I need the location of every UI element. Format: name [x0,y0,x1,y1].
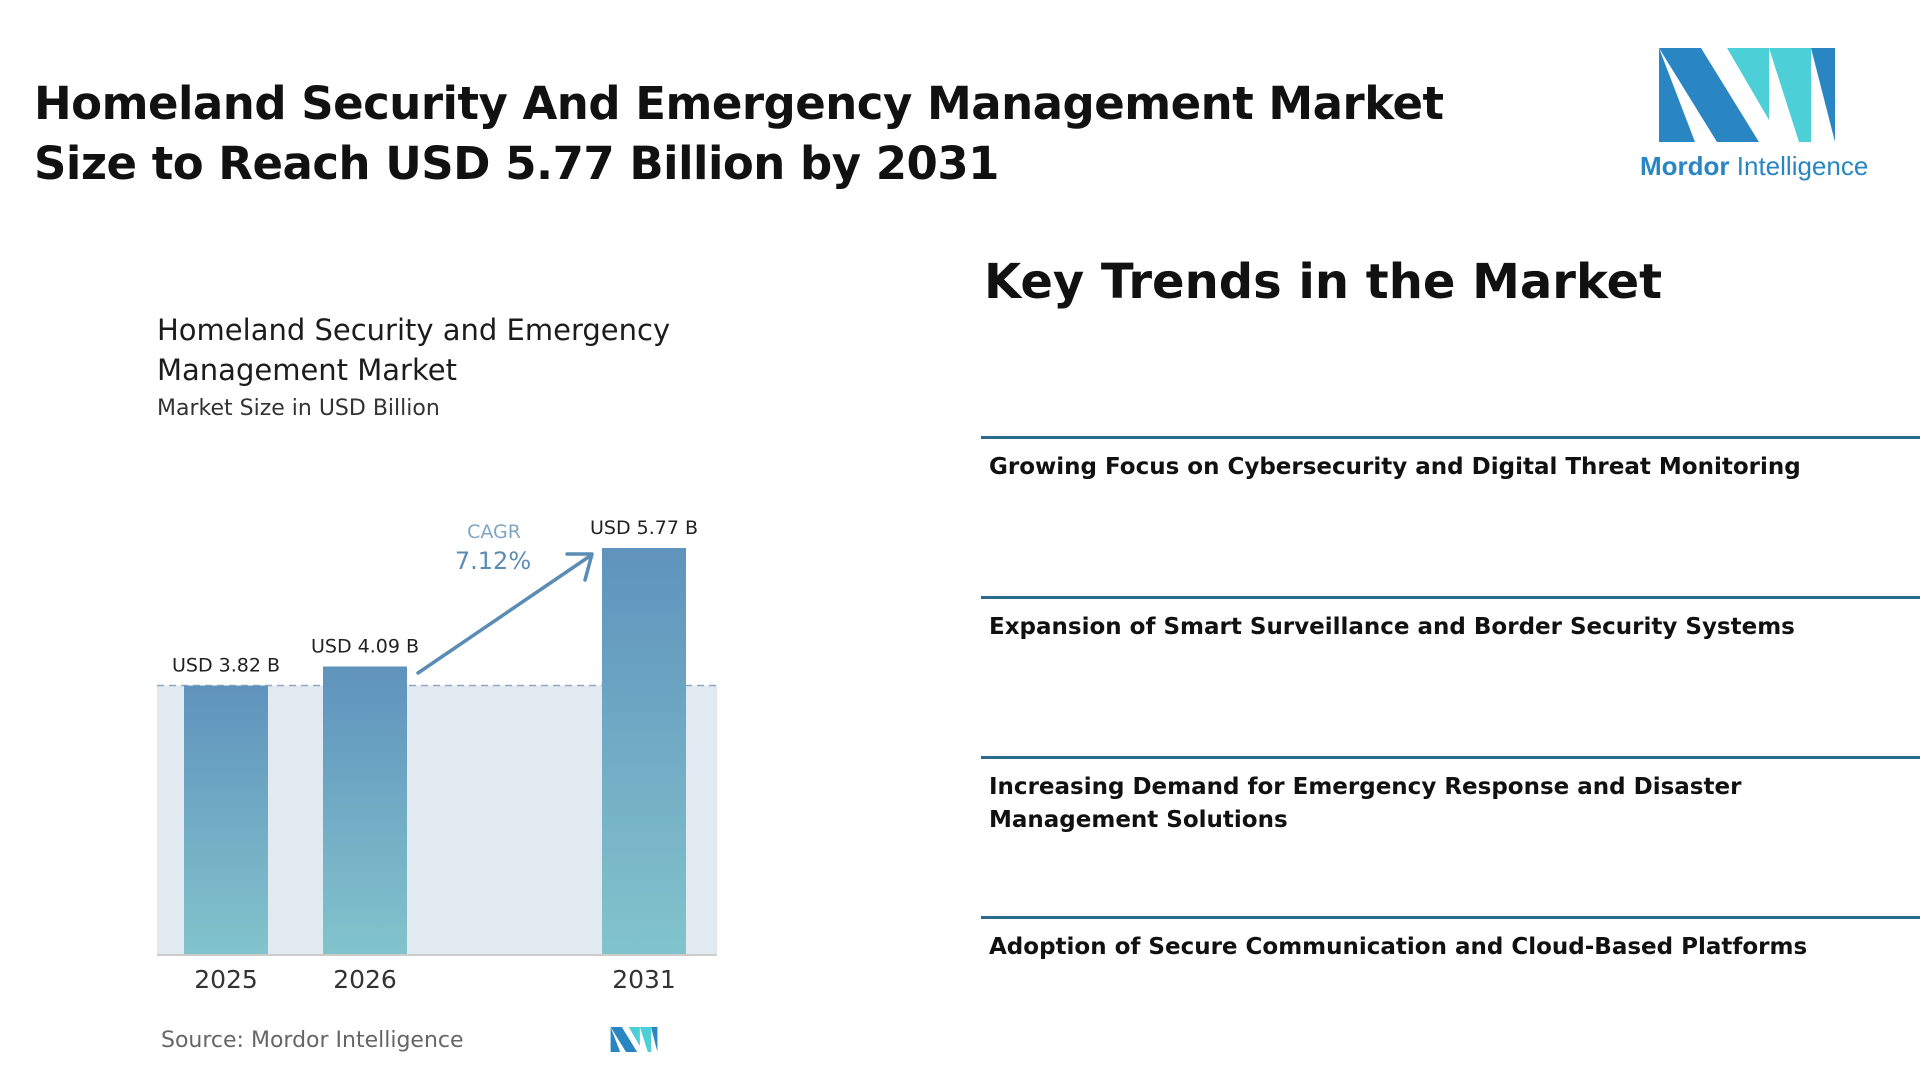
chart-subtitle: Market Size in USD Billion [157,396,440,421]
brand-wordmark: Mordor Intelligence [1640,151,1868,182]
source-logo-icon [610,1027,658,1052]
trend-label: Adoption of Secure Communication and Clo… [989,934,1808,960]
bar-2031 [602,548,686,955]
bar-2025 [184,685,268,955]
x-tick-label: 2026 [333,965,397,994]
x-tick-label: 2031 [612,965,676,994]
trend-item: Adoption of Secure Communication and Clo… [981,916,1920,1076]
trends-title: Key Trends in the Market [984,254,1663,310]
trend-item: Expansion of Smart Surveillance and Bord… [981,596,1920,756]
mordor-logo-icon [1659,48,1835,142]
cagr-label: CAGR [467,521,521,543]
cagr-value: 7.12% [455,547,531,575]
brand-name-light: Intelligence [1729,151,1869,181]
chart-source: Source: Mordor Intelligence [161,1028,464,1053]
trend-item: Growing Focus on Cybersecurity and Digit… [981,436,1920,596]
data-label: USD 3.82 B [172,655,280,677]
trend-list: Growing Focus on Cybersecurity and Digit… [981,436,1920,1076]
chart-title: Homeland Security and Emergency Manageme… [157,313,671,387]
trend-label: Increasing Demand for Emergency Response… [989,774,1742,833]
data-label: USD 5.77 B [590,517,698,539]
data-label: USD 4.09 B [311,636,419,658]
cagr-arrow-head [565,552,594,582]
trend-item: Increasing Demand for Emergency Response… [981,756,1920,916]
x-tick-label: 2025 [194,965,258,994]
trend-label: Growing Focus on Cybersecurity and Digit… [989,454,1801,480]
page-title: Homeland Security And Emergency Manageme… [34,77,1444,190]
bar-2026 [323,666,407,955]
market-size-chart: USD 3.82 B 2025 USD 4.09 B 2026 USD 5.77 B 20… [157,517,717,994]
trend-label: Expansion of Smart Surveillance and Bord… [989,614,1795,640]
cagr-arrow [416,554,592,675]
mordor-intelligence-logo: Mordor Intelligence [1640,48,1868,188]
brand-name-strong: Mordor [1640,151,1730,181]
